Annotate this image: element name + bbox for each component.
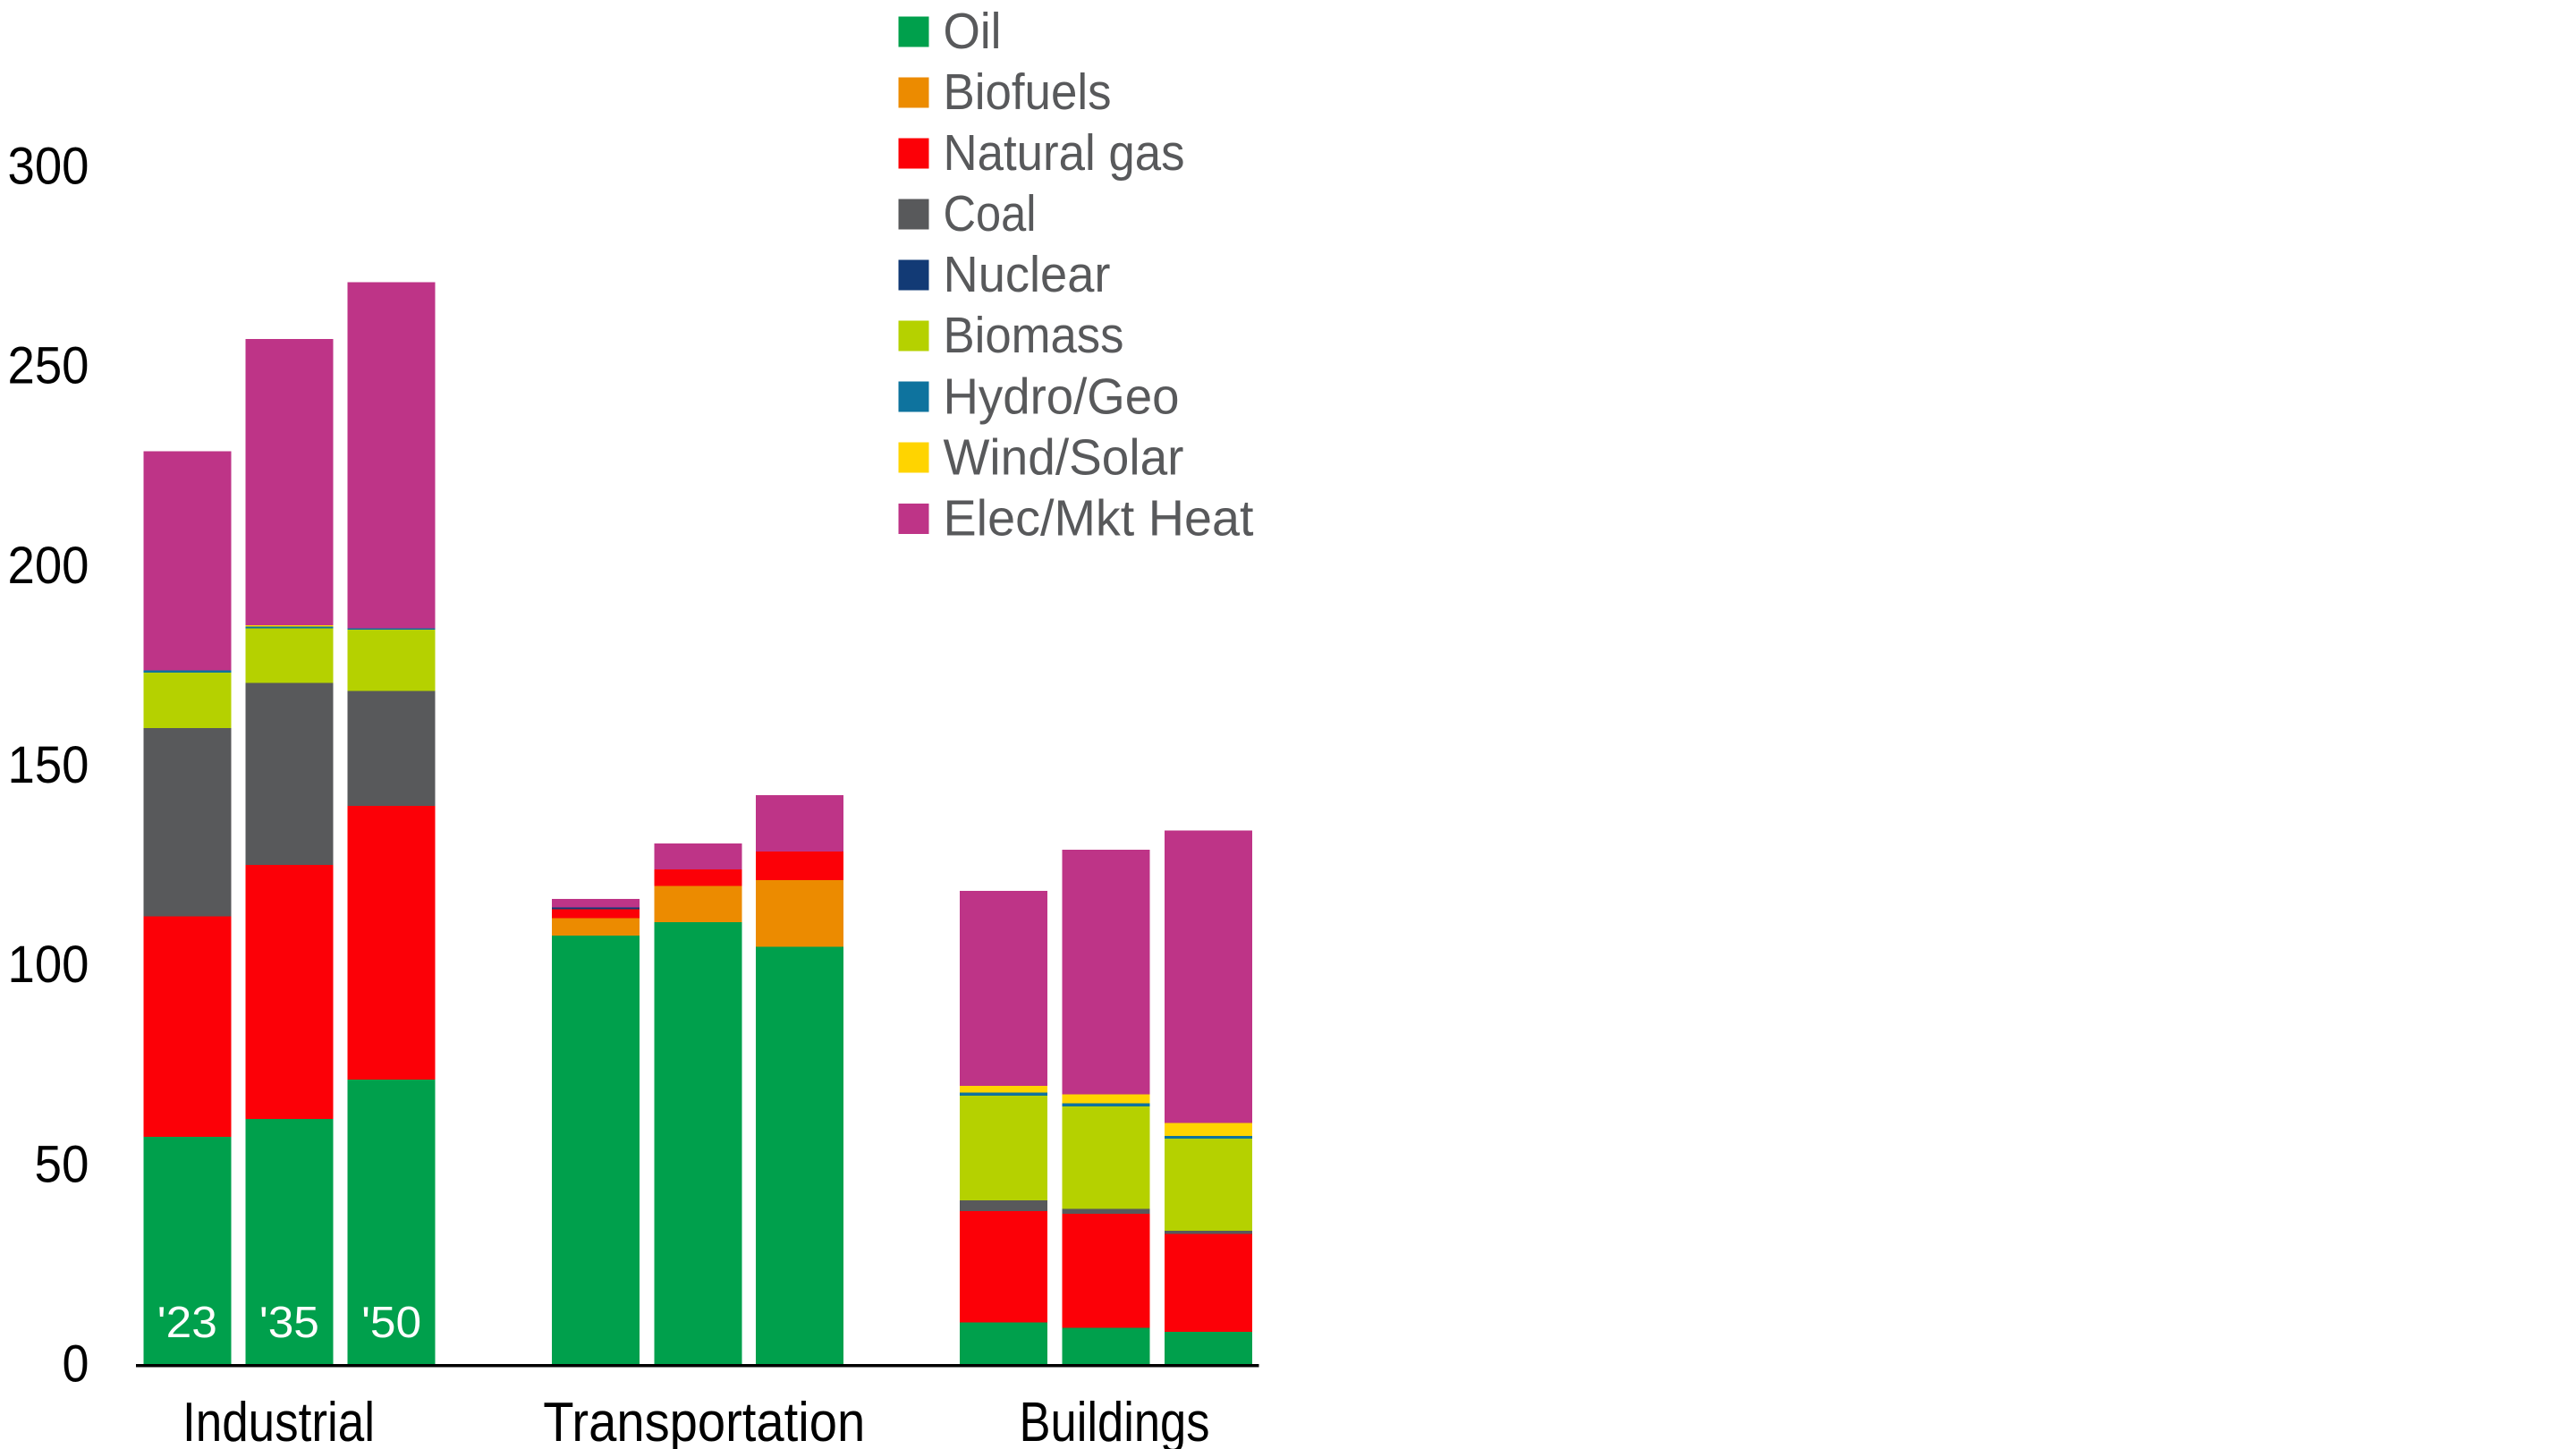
svg-text:'35: '35 (259, 1299, 319, 1347)
svg-text:Natural gas: Natural gas (944, 124, 1185, 182)
svg-text:Wind/Solar: Wind/Solar (944, 428, 1184, 486)
svg-text:'23: '23 (157, 1299, 217, 1347)
svg-text:Oil: Oil (944, 3, 1002, 60)
svg-text:Industrial: Industrial (182, 1392, 375, 1449)
svg-text:Buildings: Buildings (1020, 1392, 1210, 1449)
svg-text:Elec/Mkt Heat: Elec/Mkt Heat (944, 489, 1254, 547)
svg-text:150: 150 (8, 736, 89, 794)
svg-text:Coal: Coal (944, 185, 1037, 242)
svg-text:Hydro/Geo: Hydro/Geo (944, 368, 1180, 425)
svg-text:Nuclear: Nuclear (944, 246, 1111, 303)
svg-text:Biomass: Biomass (944, 307, 1124, 364)
svg-text:200: 200 (8, 537, 89, 595)
svg-text:Transportation: Transportation (543, 1392, 865, 1449)
svg-text:100: 100 (8, 936, 89, 994)
svg-text:300: 300 (8, 137, 89, 195)
svg-text:'50: '50 (361, 1299, 421, 1347)
svg-text:50: 50 (35, 1135, 89, 1193)
svg-text:0: 0 (63, 1335, 89, 1394)
svg-text:250: 250 (8, 337, 89, 395)
svg-text:Biofuels: Biofuels (944, 64, 1112, 121)
